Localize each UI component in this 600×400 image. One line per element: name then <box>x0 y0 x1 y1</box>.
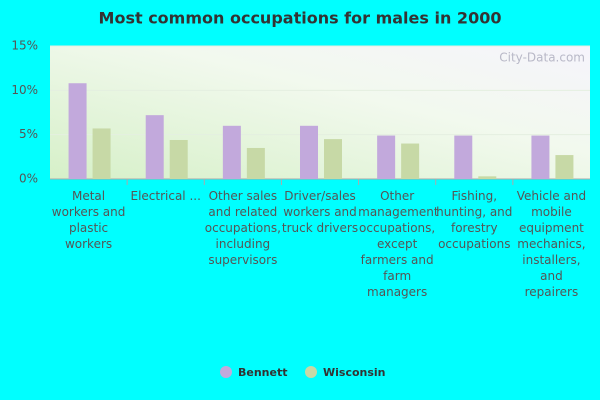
bar <box>246 147 265 179</box>
x-tick-label: Electrical ... <box>130 189 201 203</box>
y-tick-label: 0% <box>19 172 38 186</box>
bar <box>531 135 550 179</box>
y-tick-label: 5% <box>19 127 38 141</box>
plot-background <box>50 46 590 179</box>
bar <box>401 143 420 179</box>
x-tick-label: Other management occupations, except far… <box>358 189 439 299</box>
bar <box>222 125 241 179</box>
x-tick-label: Fishing, hunting, and forestry occupatio… <box>436 189 513 251</box>
bar <box>555 155 574 179</box>
bar <box>92 128 111 179</box>
bar <box>169 139 188 179</box>
bar <box>324 139 342 179</box>
bar <box>454 135 473 179</box>
legend-label: Wisconsin <box>323 366 386 379</box>
legend-label: Bennett <box>238 366 287 379</box>
chart-title: Most common occupations for males in 200… <box>99 9 502 28</box>
legend-marker <box>220 366 232 378</box>
bar <box>300 125 318 179</box>
bar <box>68 83 87 179</box>
x-tick-label: Metal workers and plastic workers <box>51 189 126 251</box>
bar <box>377 135 396 179</box>
watermark: City-Data.com <box>499 51 585 65</box>
bar <box>478 176 497 179</box>
y-tick-label: 15% <box>11 39 38 53</box>
x-tick-label: Vehicle and mobile equipment mechanics, … <box>516 189 587 299</box>
y-tick-label: 10% <box>11 83 38 97</box>
legend-marker <box>305 366 317 378</box>
x-tick-label: Other sales and related occupations, inc… <box>204 189 281 267</box>
x-tick-label: Driver/sales workers and truck drivers <box>281 189 359 235</box>
bar <box>145 115 164 179</box>
